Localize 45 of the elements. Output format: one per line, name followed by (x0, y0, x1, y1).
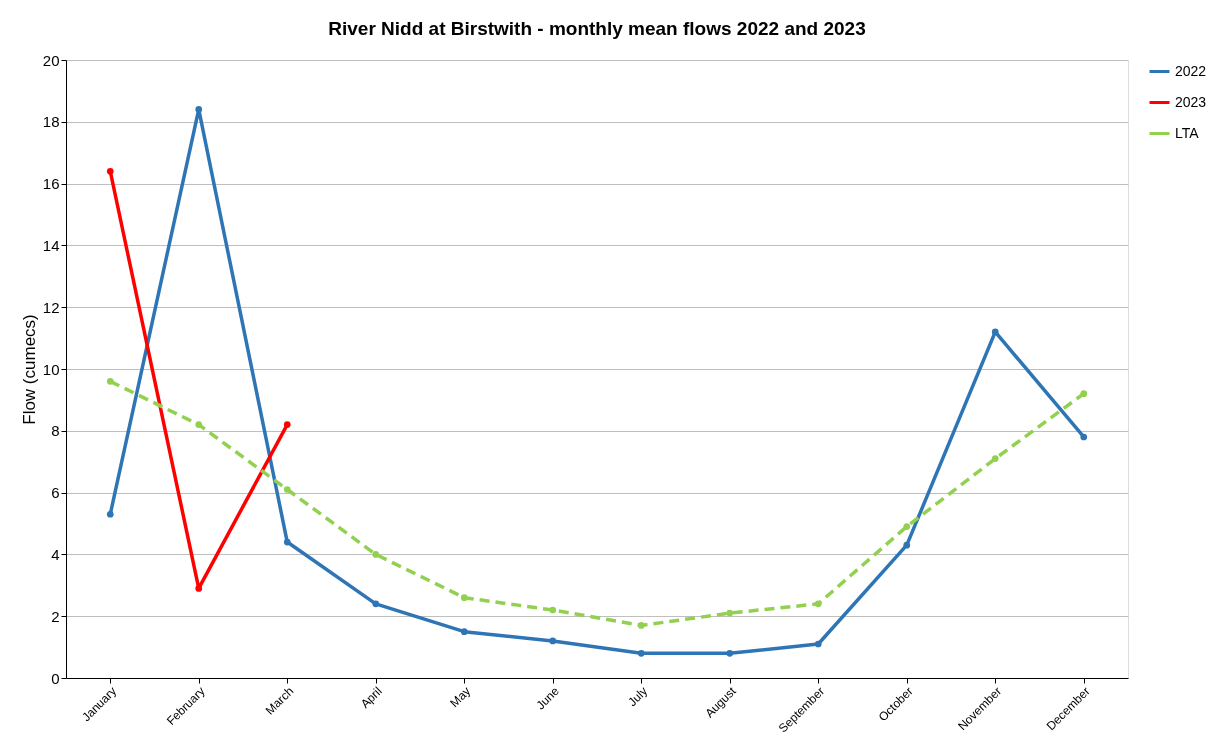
point (283, 486, 291, 493)
point (991, 455, 999, 462)
point (460, 628, 468, 635)
point (106, 167, 114, 175)
y-tick-label: 10 (42, 360, 60, 378)
point (726, 649, 734, 657)
point (637, 622, 645, 629)
point (903, 541, 911, 549)
point (1080, 433, 1088, 441)
y-tick-label: 18 (42, 113, 60, 131)
y-tick-label: 6 (51, 484, 60, 502)
y-tick-label: 2 (51, 607, 60, 625)
point (991, 328, 999, 336)
point (195, 421, 203, 428)
point (106, 378, 114, 385)
legend-label: 2023 (1175, 93, 1207, 110)
y-tick-label: 20 (42, 51, 60, 69)
point (814, 640, 822, 648)
y-tick-label: 4 (51, 545, 60, 563)
y-axis-title: Flow (cumecs) (19, 314, 39, 425)
point (195, 585, 203, 592)
point (460, 594, 468, 602)
point (726, 609, 734, 617)
x-tick-label: July (625, 684, 651, 710)
point (549, 606, 557, 614)
point (372, 600, 380, 608)
point (637, 649, 645, 657)
y-tick-label: 0 (51, 669, 60, 687)
y-tick-label: 12 (42, 298, 60, 316)
y-tick-label: 8 (51, 422, 60, 440)
point (903, 523, 911, 530)
chart-title: River Nidd at Birstwith - monthly mean flows 2022 and 2023 (328, 18, 866, 39)
point (814, 600, 822, 608)
legend-label: LTA (1175, 124, 1200, 141)
point (549, 637, 557, 645)
point (372, 551, 380, 558)
x-tick-label: May (447, 684, 474, 711)
point (283, 538, 291, 546)
y-tick-label: 16 (42, 175, 60, 193)
point (106, 510, 114, 518)
point (1080, 390, 1088, 398)
y-tick-label: 14 (42, 236, 60, 254)
legend-label: 2022 (1175, 62, 1207, 79)
point (195, 106, 203, 113)
point (283, 421, 291, 428)
